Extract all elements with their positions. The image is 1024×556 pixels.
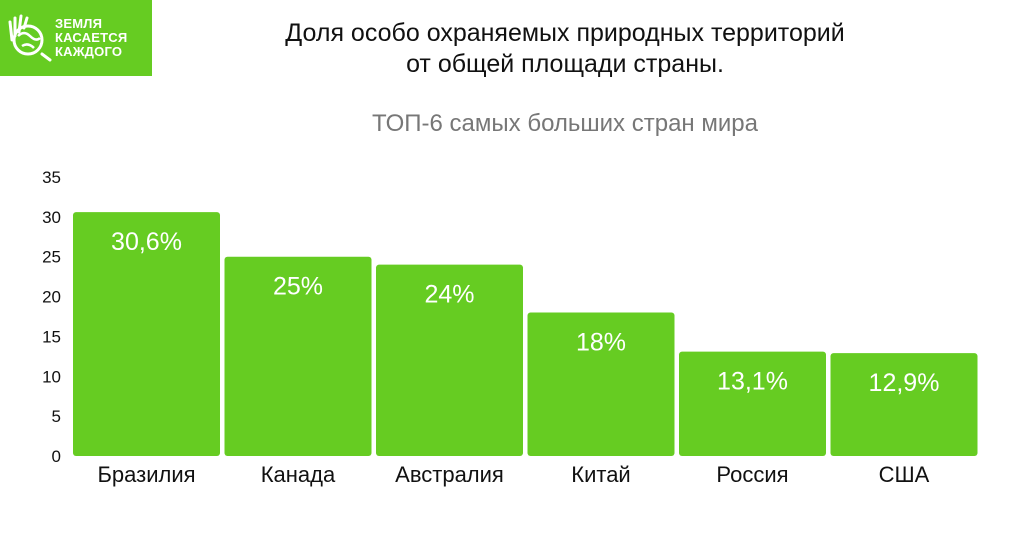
bar xyxy=(830,353,978,456)
x-category-label: Канада xyxy=(261,462,336,487)
y-tick-label: 25 xyxy=(42,248,61,267)
x-category-label: Китай xyxy=(571,462,630,487)
y-tick-label: 5 xyxy=(52,407,61,426)
data-label: 18% xyxy=(576,329,626,357)
hands-globe-icon xyxy=(8,14,52,62)
chart-subtitle: ТОП-6 самых больших стран мира xyxy=(372,110,758,137)
x-category-label: Россия xyxy=(716,462,788,487)
bar xyxy=(376,264,523,456)
y-tick-label: 35 xyxy=(42,168,61,187)
data-label: 25% xyxy=(273,273,323,301)
y-tick-label: 0 xyxy=(52,447,61,466)
x-category-label: Австралия xyxy=(395,462,504,487)
logo-line: КАЖДОГО xyxy=(55,44,123,59)
logo-line: ЗЕМЛЯ xyxy=(55,16,103,31)
chart-title-line: Доля особо охраняемых природных территор… xyxy=(285,19,845,47)
data-label: 24% xyxy=(424,281,474,309)
y-tick-label: 30 xyxy=(42,208,61,227)
bar xyxy=(527,312,675,456)
brand-logo: ЗЕМЛЯ КАСАЕТСЯ КАЖДОГО xyxy=(0,0,152,76)
data-label: 30,6% xyxy=(111,228,182,256)
bar xyxy=(679,351,826,456)
x-category-label: Бразилия xyxy=(97,462,195,487)
logo-line: КАСАЕТСЯ xyxy=(55,30,128,45)
y-tick-label: 15 xyxy=(42,327,61,346)
chart-title-line: от общей площади страны. xyxy=(406,50,724,78)
logo-text: ЗЕМЛЯ КАСАЕТСЯ КАЖДОГО xyxy=(55,17,127,59)
y-tick-label: 20 xyxy=(42,288,61,307)
data-label: 12,9% xyxy=(869,369,940,397)
chart-title: Доля особо охраняемых природных территор… xyxy=(0,18,1024,80)
bar xyxy=(224,256,372,456)
x-category-label: США xyxy=(879,462,930,487)
y-tick-label: 10 xyxy=(42,367,61,386)
data-label: 13,1% xyxy=(717,368,788,396)
bar xyxy=(73,212,220,456)
